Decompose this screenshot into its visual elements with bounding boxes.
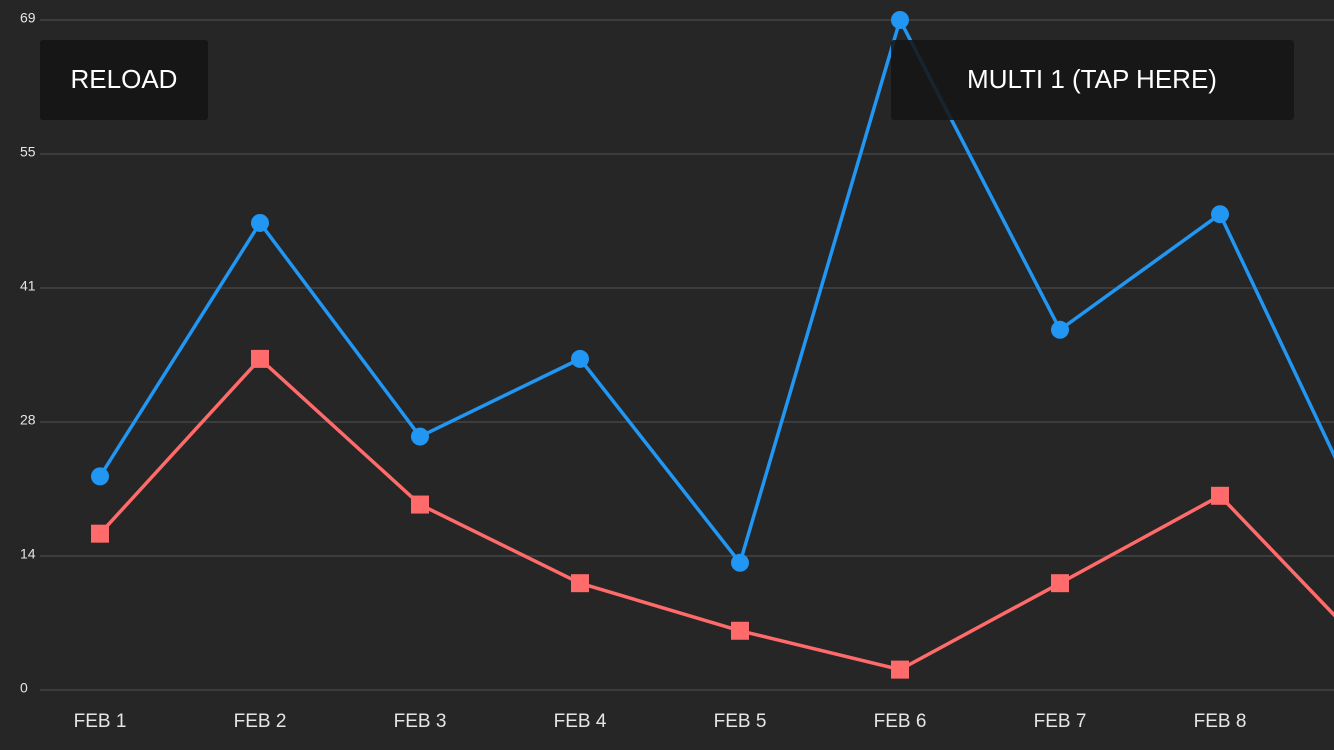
y-tick-label: 55 <box>20 144 36 160</box>
series-line <box>98 357 1334 672</box>
point-marker <box>731 621 749 640</box>
x-tick-label: FEB 6 <box>874 711 927 732</box>
y-tick-label: 14 <box>20 546 36 562</box>
point-marker <box>891 660 909 679</box>
point-marker <box>731 553 749 572</box>
point-marker <box>891 11 909 29</box>
point-marker <box>1211 486 1229 505</box>
x-tick-label: FEB 7 <box>1034 711 1087 732</box>
button-bg[interactable] <box>40 40 208 120</box>
reload-button[interactable]: RELOAD <box>40 40 208 120</box>
point-marker <box>1051 574 1069 593</box>
point-marker <box>91 467 109 486</box>
button-label[interactable]: MULTI 1 (TAP HERE) <box>967 64 1217 94</box>
x-tick-label: FEB 4 <box>554 711 607 732</box>
y-tick-label: 69 <box>20 10 36 26</box>
x-tick-label: FEB 1 <box>74 711 127 732</box>
point-marker <box>411 427 429 446</box>
y-tick-label: 0 <box>20 680 28 696</box>
point-marker <box>411 495 429 514</box>
x-tick-label: FEB 5 <box>714 711 767 732</box>
multi-button[interactable]: MULTI 1 (TAP HERE) <box>891 40 1294 120</box>
point-marker <box>91 524 109 543</box>
point-marker <box>571 349 589 368</box>
point-marker <box>251 349 269 368</box>
point-marker <box>571 574 589 593</box>
x-tick-label: FEB 8 <box>1194 711 1247 732</box>
y-tick-label: 28 <box>20 412 36 428</box>
x-tick-label: FEB 3 <box>394 711 447 732</box>
y-tick-label: 41 <box>20 278 36 294</box>
button-label[interactable]: RELOAD <box>71 64 178 94</box>
point-marker <box>251 213 269 232</box>
x-tick-label: FEB 2 <box>234 711 287 732</box>
button-bg[interactable] <box>891 40 1294 120</box>
point-marker <box>1211 205 1229 224</box>
point-marker <box>1051 320 1069 339</box>
